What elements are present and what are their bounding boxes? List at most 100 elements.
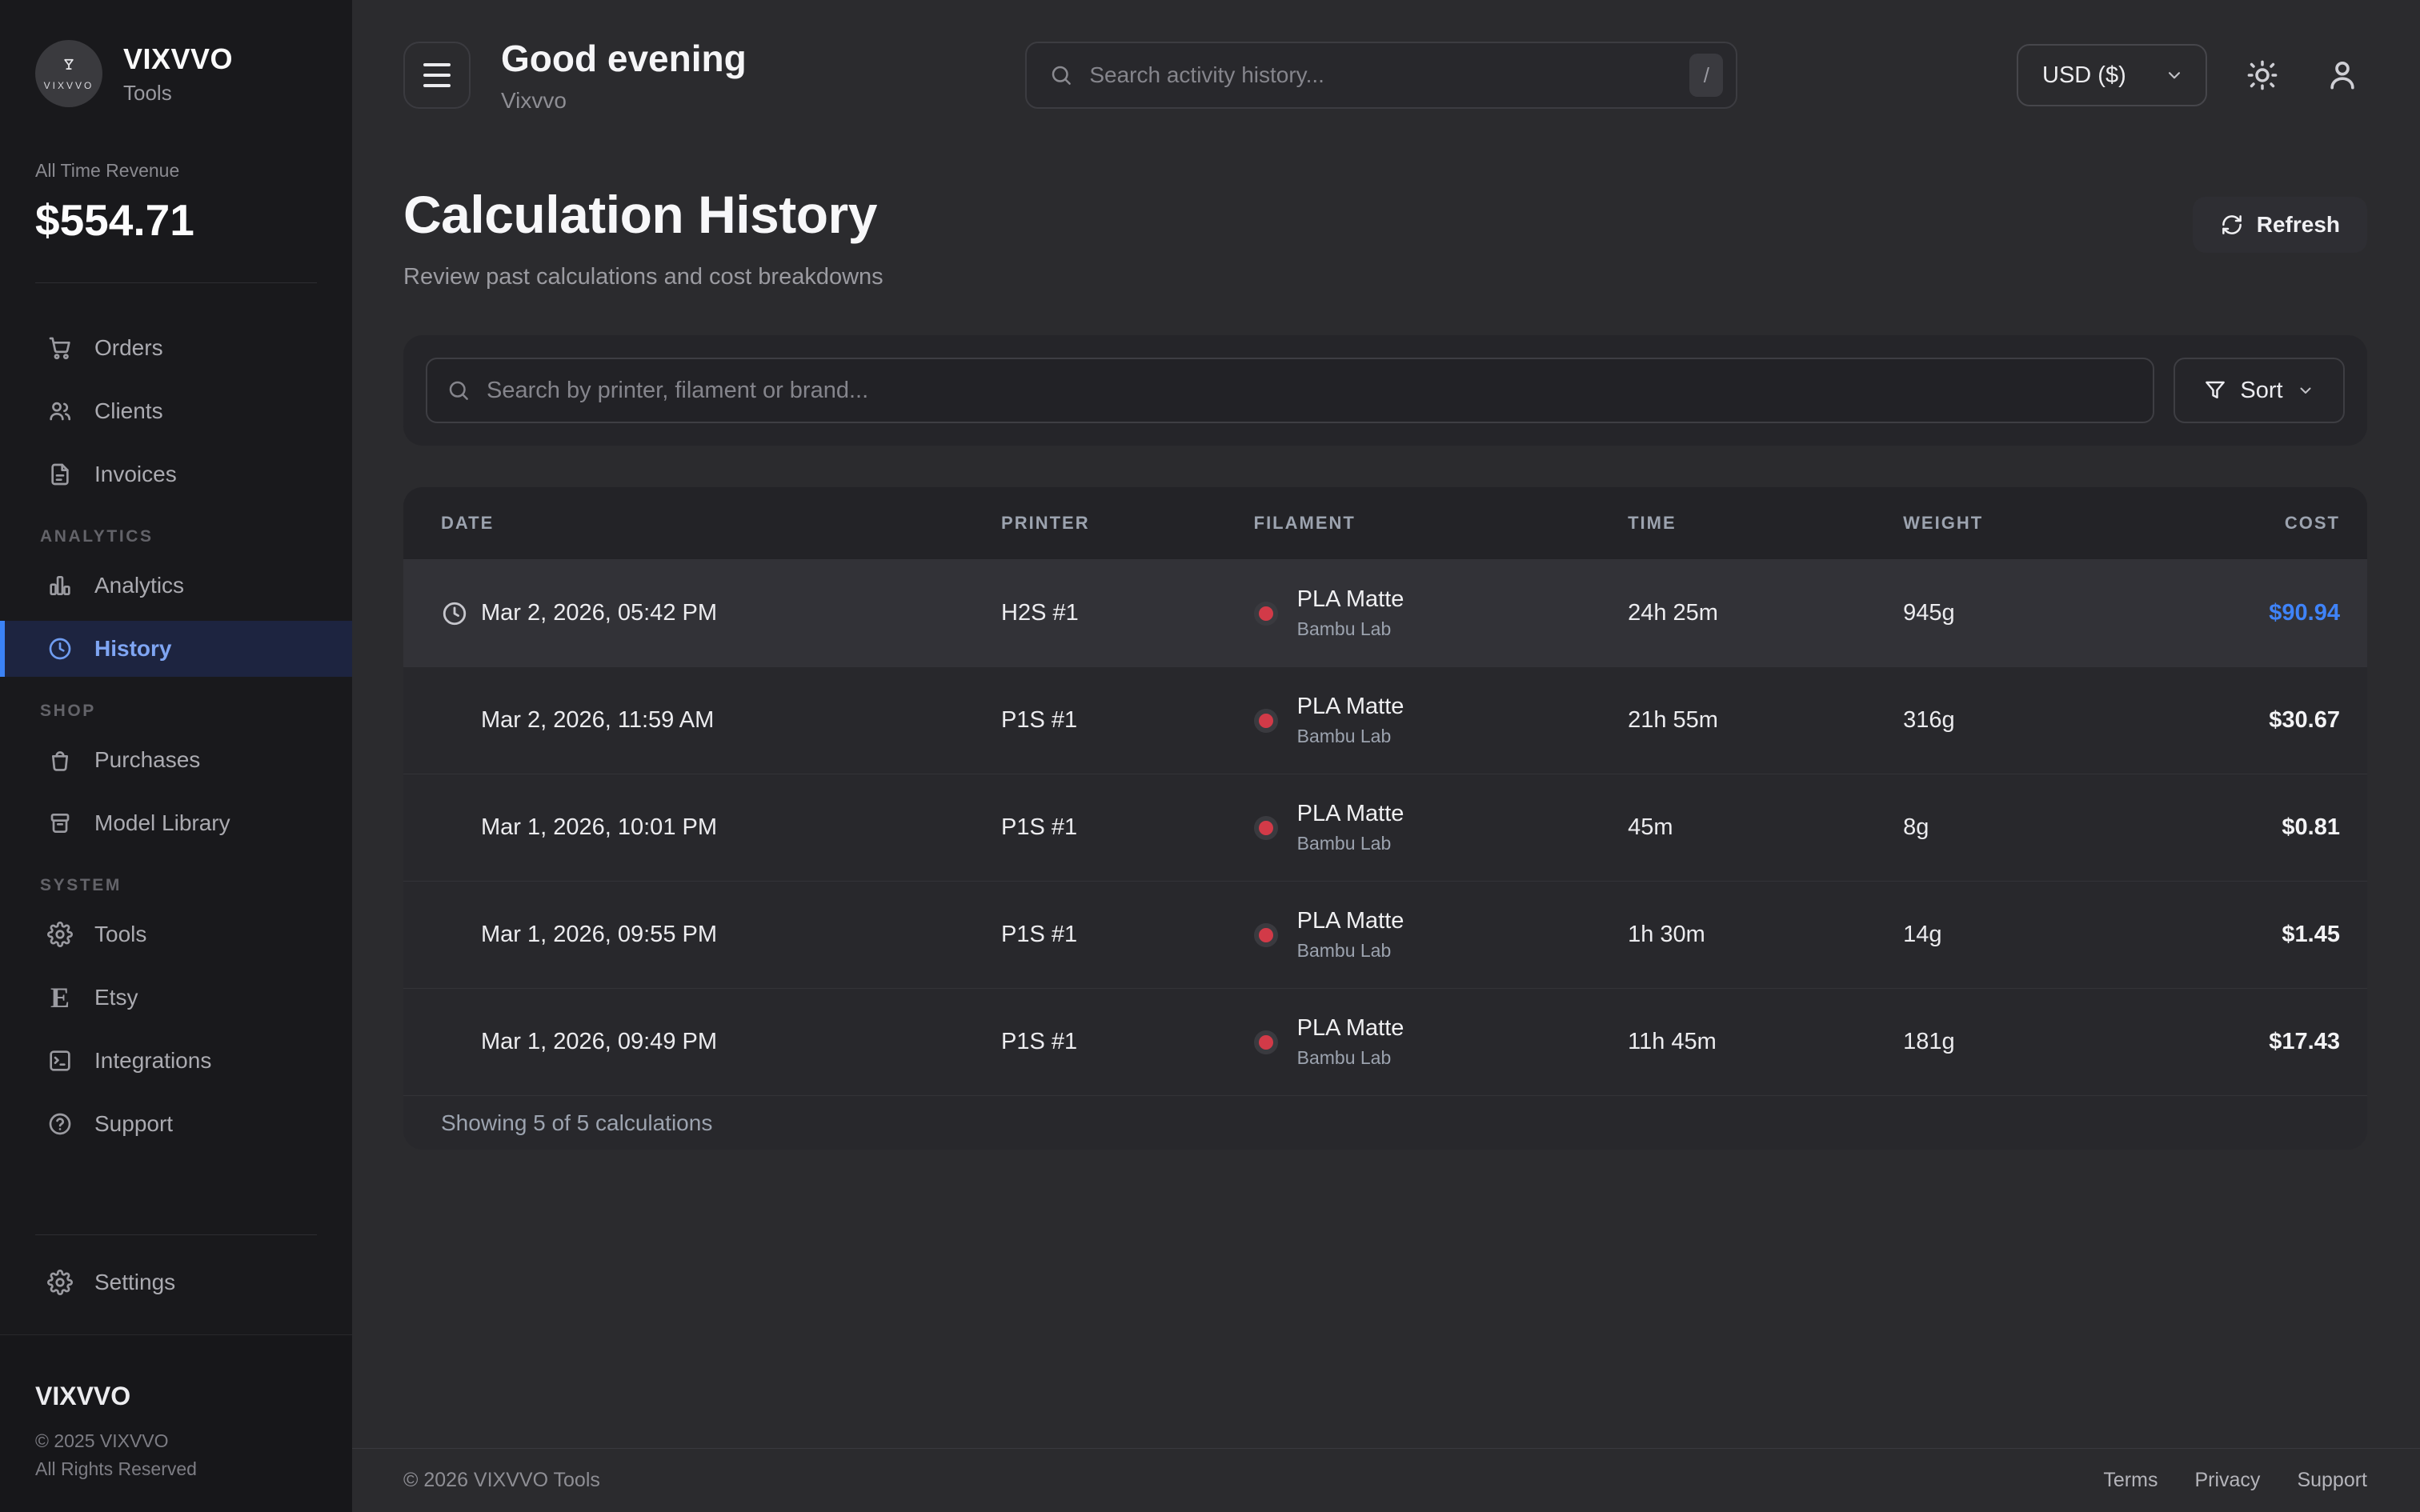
table-row[interactable]: Mar 1, 2026, 09:49 PM P1S #1 PLA Matte B… bbox=[403, 988, 2367, 1095]
gear-icon bbox=[46, 921, 74, 948]
footer-link-privacy[interactable]: Privacy bbox=[2194, 1469, 2260, 1492]
table-search-input[interactable] bbox=[487, 378, 2134, 404]
greeting-title: Good evening bbox=[501, 37, 747, 80]
footer-link-support[interactable]: Support bbox=[2297, 1469, 2367, 1492]
sidebar-item-tools[interactable]: Tools bbox=[0, 906, 352, 962]
row-printer: P1S #1 bbox=[1001, 922, 1254, 948]
sidebar-item-integrations[interactable]: Integrations bbox=[0, 1033, 352, 1089]
sidebar-footer-copyright: © 2025 VIXVVO bbox=[35, 1430, 317, 1452]
global-search-input[interactable] bbox=[1089, 62, 1673, 88]
revenue-label: All Time Revenue bbox=[35, 160, 317, 182]
brand-logo: VIXVVO bbox=[35, 40, 102, 107]
greeting-subtitle: Vixvvo bbox=[501, 88, 747, 114]
sidebar-item-orders[interactable]: Orders bbox=[0, 320, 352, 376]
library-icon bbox=[46, 810, 74, 837]
sidebar-divider bbox=[35, 282, 317, 283]
column-header-weight: WEIGHT bbox=[1903, 513, 2169, 534]
search-icon bbox=[447, 378, 471, 402]
clock-icon bbox=[441, 600, 481, 627]
page-subtitle: Review past calculations and cost breakd… bbox=[403, 264, 883, 290]
sidebar-item-invoices[interactable]: Invoices bbox=[0, 446, 352, 502]
refresh-button[interactable]: Refresh bbox=[2193, 197, 2367, 253]
sidebar: VIXVVO VIXVVO Tools All Time Revenue $55… bbox=[0, 0, 352, 1512]
topbar: Good evening Vixvvo / USD ($) bbox=[352, 0, 2420, 114]
account-button[interactable] bbox=[2318, 50, 2367, 100]
row-filament: PLA Matte Bambu Lab bbox=[1254, 1015, 1628, 1069]
sidebar-bottom: Settings VIXVVO © 2025 VIXVVO All Rights… bbox=[0, 1215, 352, 1512]
user-icon bbox=[2325, 58, 2360, 93]
hamburger-icon bbox=[423, 63, 451, 66]
filament-brand: Bambu Lab bbox=[1297, 1047, 1404, 1069]
sidebar-item-model-library[interactable]: Model Library bbox=[0, 795, 352, 851]
sidebar-footer-rights: All Rights Reserved bbox=[35, 1458, 317, 1480]
menu-toggle-button[interactable] bbox=[403, 42, 471, 109]
global-search[interactable]: / bbox=[1025, 42, 1737, 109]
row-time: 21h 55m bbox=[1628, 707, 1903, 734]
sidebar-item-settings[interactable]: Settings bbox=[0, 1254, 352, 1310]
gear-icon bbox=[46, 1269, 74, 1296]
sidebar-item-analytics[interactable]: Analytics bbox=[0, 558, 352, 614]
search-shortcut-badge: / bbox=[1689, 54, 1723, 97]
table-row[interactable]: Mar 1, 2026, 09:55 PM P1S #1 PLA Matte B… bbox=[403, 881, 2367, 988]
row-date: Mar 1, 2026, 10:01 PM bbox=[441, 814, 1001, 841]
table-search[interactable] bbox=[426, 358, 2154, 423]
table-row[interactable]: Mar 2, 2026, 11:59 AM P1S #1 PLA Matte B… bbox=[403, 666, 2367, 774]
sidebar-item-history[interactable]: History bbox=[0, 621, 352, 677]
topbar-actions: USD ($) bbox=[2017, 44, 2367, 106]
filter-card: Sort bbox=[403, 335, 2367, 446]
refresh-icon bbox=[2220, 213, 2244, 237]
table-row[interactable]: Mar 2, 2026, 05:42 PM H2S #1 PLA Matte B… bbox=[403, 559, 2367, 666]
currency-selector[interactable]: USD ($) bbox=[2017, 44, 2207, 106]
theme-toggle-button[interactable] bbox=[2238, 50, 2287, 100]
sidebar-item-label: Settings bbox=[94, 1270, 175, 1295]
sort-button[interactable]: Sort bbox=[2174, 358, 2345, 423]
filament-brand: Bambu Lab bbox=[1297, 940, 1404, 962]
sidebar-item-label: History bbox=[94, 636, 171, 662]
sidebar-item-label: Support bbox=[94, 1111, 173, 1137]
brand-name: VIXVVO bbox=[123, 42, 233, 76]
sidebar-item-support[interactable]: Support bbox=[0, 1096, 352, 1152]
sidebar-item-label: Analytics bbox=[94, 573, 184, 598]
invoice-icon bbox=[46, 461, 74, 488]
etsy-icon: E bbox=[46, 984, 74, 1011]
chevron-down-icon bbox=[2164, 65, 2185, 86]
filament-brand: Bambu Lab bbox=[1297, 726, 1404, 747]
filament-color-dot bbox=[1254, 816, 1278, 840]
sun-icon bbox=[2246, 58, 2279, 92]
sidebar-item-label: Purchases bbox=[94, 747, 200, 773]
chevron-down-icon bbox=[2296, 381, 2315, 400]
analytics-icon bbox=[46, 572, 74, 599]
sidebar-section-label: SHOP bbox=[0, 684, 352, 732]
filament-brand: Bambu Lab bbox=[1297, 833, 1404, 854]
sidebar-section-label: SYSTEM bbox=[0, 858, 352, 906]
table-footer: Showing 5 of 5 calculations bbox=[403, 1095, 2367, 1150]
history-icon bbox=[46, 635, 74, 662]
sidebar-nav: Orders Clients Invoices ANALYTICS Analyt… bbox=[0, 320, 352, 1159]
main-content: Good evening Vixvvo / USD ($) bbox=[352, 0, 2420, 1512]
logo-wordmark: VIXVVO bbox=[44, 80, 94, 91]
showing-count-text: Showing 5 of 5 calculations bbox=[441, 1110, 712, 1136]
row-cost: $1.45 bbox=[2169, 922, 2340, 948]
sidebar-item-etsy[interactable]: E Etsy bbox=[0, 970, 352, 1026]
filament-name: PLA Matte bbox=[1297, 586, 1404, 613]
row-time: 1h 30m bbox=[1628, 922, 1903, 948]
brand-subtitle: Tools bbox=[123, 81, 233, 106]
sidebar-item-label: Etsy bbox=[94, 985, 138, 1010]
filament-color-dot bbox=[1254, 709, 1278, 733]
column-header-time: TIME bbox=[1628, 513, 1903, 534]
support-icon bbox=[46, 1110, 74, 1138]
refresh-label: Refresh bbox=[2257, 212, 2340, 238]
footer-link-terms[interactable]: Terms bbox=[2103, 1469, 2158, 1492]
sidebar-item-clients[interactable]: Clients bbox=[0, 383, 352, 439]
table-body: Mar 2, 2026, 05:42 PM H2S #1 PLA Matte B… bbox=[403, 559, 2367, 1095]
row-weight: 181g bbox=[1903, 1029, 2169, 1055]
table-row[interactable]: Mar 1, 2026, 10:01 PM P1S #1 PLA Matte B… bbox=[403, 774, 2367, 881]
row-filament: PLA Matte Bambu Lab bbox=[1254, 801, 1628, 854]
currency-value: USD ($) bbox=[2042, 62, 2126, 89]
sidebar-item-purchases[interactable]: Purchases bbox=[0, 732, 352, 788]
sidebar-divider bbox=[35, 1234, 317, 1235]
page-footer: © 2026 VIXVVO Tools TermsPrivacySupport bbox=[352, 1448, 2420, 1512]
bag-icon bbox=[46, 746, 74, 774]
sidebar-item-label: Integrations bbox=[94, 1048, 211, 1074]
page-title: Calculation History bbox=[403, 184, 883, 245]
